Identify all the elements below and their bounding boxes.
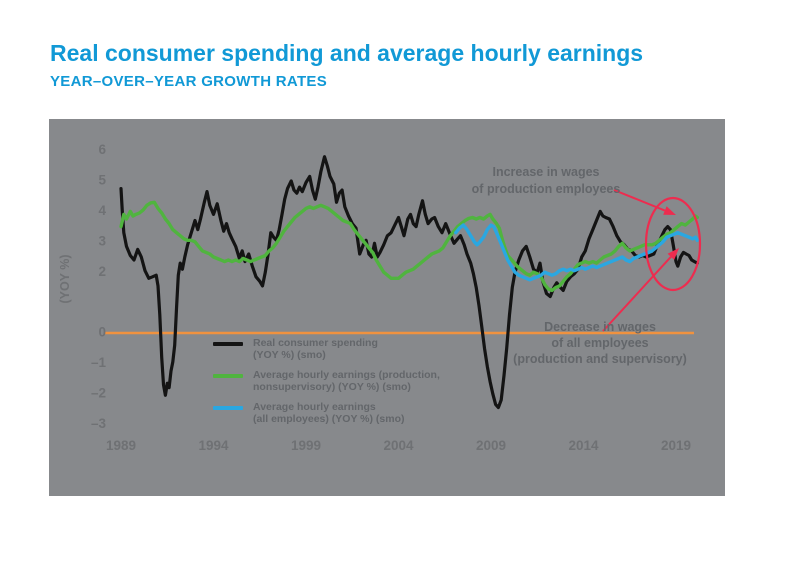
y-tick-label: 6: [98, 142, 106, 157]
legend-label-line: Average hourly earnings: [253, 401, 376, 413]
legend-label-earnings-production: Average hourly earnings (production, non…: [253, 369, 440, 393]
y-tick-label: –1: [91, 355, 107, 370]
series-line-0: [119, 155, 699, 410]
x-tick-label: 2014: [568, 438, 599, 453]
y-tick-label: 4: [98, 203, 106, 218]
increase-arrow-head: [663, 206, 676, 215]
legend-label-consumer-spending: Real consumer spending (YOY %) (smo): [253, 337, 378, 361]
legend-label-line: (YOY %) (smo): [253, 348, 326, 361]
decrease-arrow-head: [667, 248, 679, 260]
series-line-1: [119, 200, 699, 293]
annotation-text-line: of all employees: [551, 336, 649, 350]
legend-label-earnings-all-employees: Average hourly earnings (all employees) …: [253, 401, 405, 425]
chart-canvas: 6 5 4 3 2 0 –1 –2 –3 1989 1994 1999 2004 2009 2014 2019…: [58, 142, 702, 453]
x-tick-label: 1999: [291, 438, 321, 453]
annotation-text-line: (production and supervisory): [513, 352, 687, 366]
y-axis-label: (YOY %): [58, 254, 72, 303]
decrease-arrow-line: [602, 256, 672, 332]
y-tick-label: 3: [98, 233, 106, 248]
y-tick-label: 2: [98, 264, 106, 279]
legend-label-line: nonsupervisory) (YOY %) (smo): [253, 380, 411, 393]
chart-panel: 6 5 4 3 2 0 –1 –2 –3 1989 1994 1999 2004 2009 2014 2019…: [49, 119, 725, 496]
y-tick-label: –3: [91, 416, 107, 431]
x-tick-label: 2009: [476, 438, 506, 453]
x-tick-label: 1989: [106, 438, 136, 453]
annotation-text-line: of production employees: [471, 182, 621, 196]
page-title: Real consumer spending and average hourl…: [50, 40, 644, 66]
legend-item-earnings-production: Average hourly earnings (production, non…: [213, 369, 440, 393]
increase-arrow-line: [613, 189, 666, 212]
legend-swatch-black-line: [213, 342, 243, 346]
x-tick-label: 1994: [198, 438, 229, 453]
legend-item-consumer-spending: Real consumer spending (YOY %) (smo): [213, 337, 440, 361]
legend-label-line: Average hourly earnings (production,: [253, 369, 440, 381]
y-tick-label: –2: [91, 385, 106, 400]
y-tick-label: 0: [98, 325, 106, 340]
legend-swatch-green-line: [213, 374, 243, 378]
annotation-text-line: Decrease in wages: [544, 320, 656, 334]
x-tick-label: 2019: [661, 438, 691, 453]
legend-item-earnings-all-employees: Average hourly earnings (all employees) …: [213, 401, 440, 425]
annotation-decrease-wages: Decrease in wages of all employees (prod…: [490, 319, 710, 367]
chart-legend: Real consumer spending (YOY %) (smo) Ave…: [213, 337, 440, 434]
legend-label-line: Real consumer spending: [253, 337, 378, 349]
annotation-text-line: Increase in wages: [492, 165, 600, 179]
highlight-ellipse: [644, 196, 702, 292]
page-subtitle: YEAR–OVER–YEAR GROWTH RATES: [50, 73, 328, 90]
legend-swatch-blue-line: [213, 406, 243, 410]
series-line-2: [454, 223, 699, 282]
legend-label-line: (all employees) (YOY %) (smo): [253, 412, 405, 425]
y-tick-label: 5: [98, 173, 106, 188]
annotation-increase-wages: Increase in wages of production employee…: [463, 164, 629, 198]
chart-header: Real consumer spending and average hourl…: [50, 40, 643, 90]
x-tick-label: 2004: [383, 438, 414, 453]
